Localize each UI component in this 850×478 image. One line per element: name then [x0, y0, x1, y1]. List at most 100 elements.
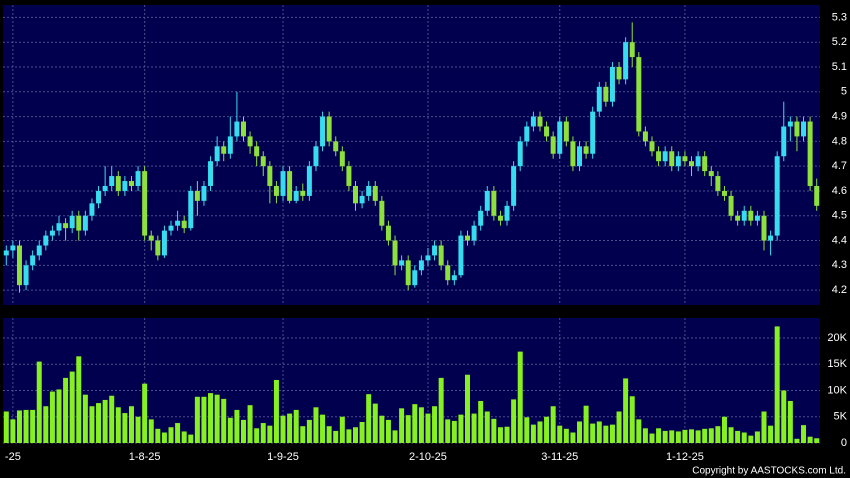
volume-bar: [247, 405, 253, 443]
volume-bar: [280, 415, 286, 443]
y-tick-label: 20K: [827, 332, 847, 344]
candle-body: [781, 126, 787, 157]
candle-body: [122, 181, 128, 191]
candle-body: [471, 225, 477, 241]
volume-bar: [161, 432, 167, 443]
volume-bar: [590, 423, 596, 443]
candle-body: [675, 156, 681, 167]
volume-bar: [721, 416, 727, 443]
candle-body: [313, 146, 319, 167]
volume-bar: [708, 428, 714, 443]
volume-bar: [491, 418, 497, 443]
volume-bar: [385, 419, 391, 443]
candle-body: [761, 215, 767, 241]
volume-bar: [36, 361, 42, 443]
candle-body: [300, 190, 306, 196]
candle-body: [293, 190, 299, 201]
candle-body: [682, 156, 688, 162]
volume-bar: [695, 430, 701, 443]
volume-bar: [300, 426, 306, 443]
volume-bar: [768, 425, 774, 443]
candle-body: [23, 265, 29, 286]
candle-body: [774, 156, 780, 236]
candle-body: [623, 42, 629, 80]
price-pane: [3, 5, 820, 305]
volume-bar: [702, 428, 708, 443]
volume-bar: [583, 405, 589, 443]
candle-body: [557, 121, 563, 154]
volume-bar: [30, 409, 36, 443]
volume-bar: [636, 419, 642, 443]
volume-bar: [346, 429, 352, 443]
x-tick-label: 1-8-25: [129, 451, 161, 463]
candle-body: [247, 136, 253, 147]
candle-body: [352, 185, 358, 204]
volume-bar: [682, 429, 688, 443]
volume-bar: [484, 411, 490, 443]
volume-bar: [155, 428, 161, 443]
volume-bar: [577, 421, 583, 443]
volume-bar: [465, 374, 471, 443]
candle-body: [280, 171, 286, 196]
candle-body: [609, 66, 615, 102]
volume-bar: [227, 417, 233, 443]
candle-body: [399, 260, 405, 266]
volume-bar: [675, 431, 681, 443]
volume-bar: [412, 404, 418, 443]
y-tick-label: 10K: [827, 384, 847, 396]
candle-body: [642, 131, 648, 142]
candle-body: [254, 146, 260, 157]
candle-body: [142, 171, 148, 236]
x-tick-label: 1-9-25: [267, 451, 299, 463]
candle-body: [227, 136, 233, 154]
volume-bar: [128, 406, 134, 443]
volume-bar: [168, 427, 174, 443]
candle-body: [36, 245, 42, 256]
volume-bar: [497, 427, 503, 443]
candle-body: [695, 156, 701, 167]
candle-body: [524, 126, 530, 142]
candle-body: [537, 116, 543, 127]
y-tick-label: 15K: [827, 358, 847, 370]
candle-body: [649, 141, 655, 152]
candle-body: [807, 121, 813, 186]
volume-bar: [188, 434, 194, 443]
candle-body: [715, 176, 721, 191]
volume-bar: [287, 413, 293, 443]
volume-bar: [175, 423, 181, 443]
candle-body: [109, 176, 115, 186]
y-tick-label: 0: [841, 437, 847, 449]
volume-bar: [735, 430, 741, 443]
y-tick-label: 5.3: [832, 11, 847, 23]
candle-body: [240, 121, 246, 137]
volume-bar: [557, 425, 563, 443]
candle-body: [392, 240, 398, 266]
candle-body: [16, 245, 22, 286]
volume-bar: [794, 438, 800, 443]
candle-body: [320, 116, 326, 147]
candle-body: [629, 42, 635, 58]
candle-body: [689, 161, 695, 167]
candle-body: [544, 126, 550, 137]
volume-bar: [405, 415, 411, 443]
volume-bar: [642, 428, 648, 443]
volume-bar: [814, 438, 820, 443]
volume-bar: [333, 430, 339, 443]
volume-bar: [524, 417, 530, 443]
volume-bar: [339, 416, 345, 443]
candle-body: [577, 146, 583, 167]
volume-bar: [214, 394, 220, 443]
candle-body: [728, 195, 734, 216]
volume-bar: [623, 378, 629, 443]
candle-body: [379, 200, 385, 226]
candle-body: [3, 250, 9, 256]
candle-body: [385, 225, 391, 241]
volume-bar: [669, 430, 675, 443]
volume-bar: [392, 430, 398, 443]
volume-bar: [418, 407, 424, 443]
volume-bar: [609, 424, 615, 443]
candle-body: [372, 185, 378, 201]
candle-body: [273, 185, 279, 196]
candle-body: [550, 136, 556, 154]
candle-body: [794, 121, 800, 137]
